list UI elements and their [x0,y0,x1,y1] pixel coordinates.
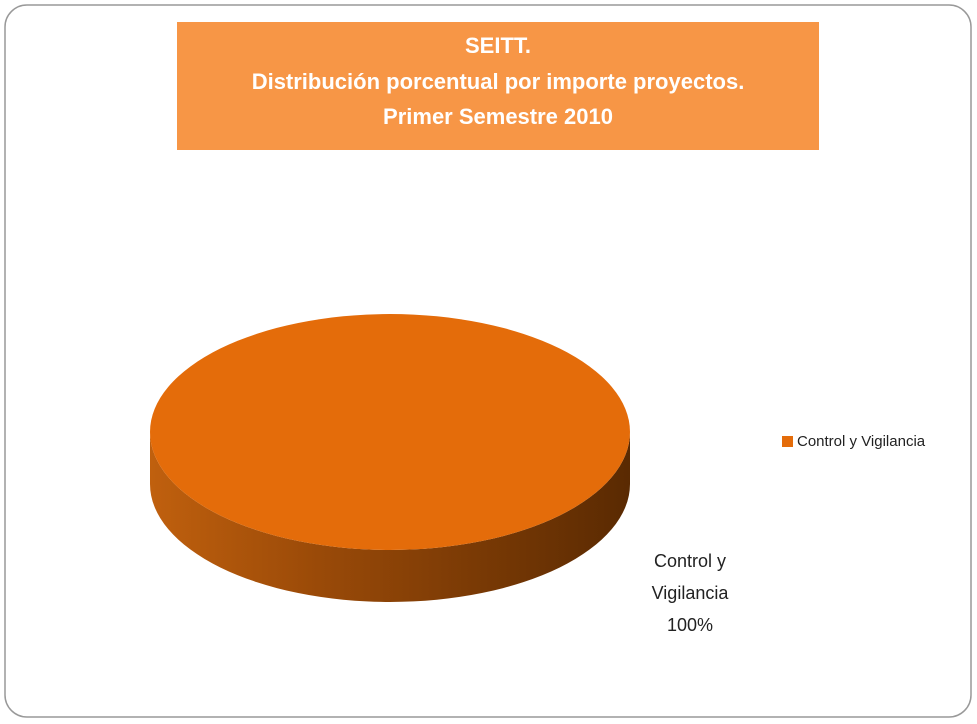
data-label-category: Control y Vigilancia [651,551,729,603]
chart-title: Primer Semestre 2010 [383,104,613,129]
chart-title: Distribución porcentual por importe proy… [252,69,745,94]
data-label-value: 100% [666,615,714,635]
legend-label: Control y Vigilancia [797,433,926,450]
pie-side [150,432,630,602]
data-label: Control y Vigilancia 100% [630,545,750,641]
chart-title: SEITT. [465,33,531,58]
legend-swatch [782,436,793,447]
pie-slice [150,314,630,550]
title-box [177,22,819,150]
